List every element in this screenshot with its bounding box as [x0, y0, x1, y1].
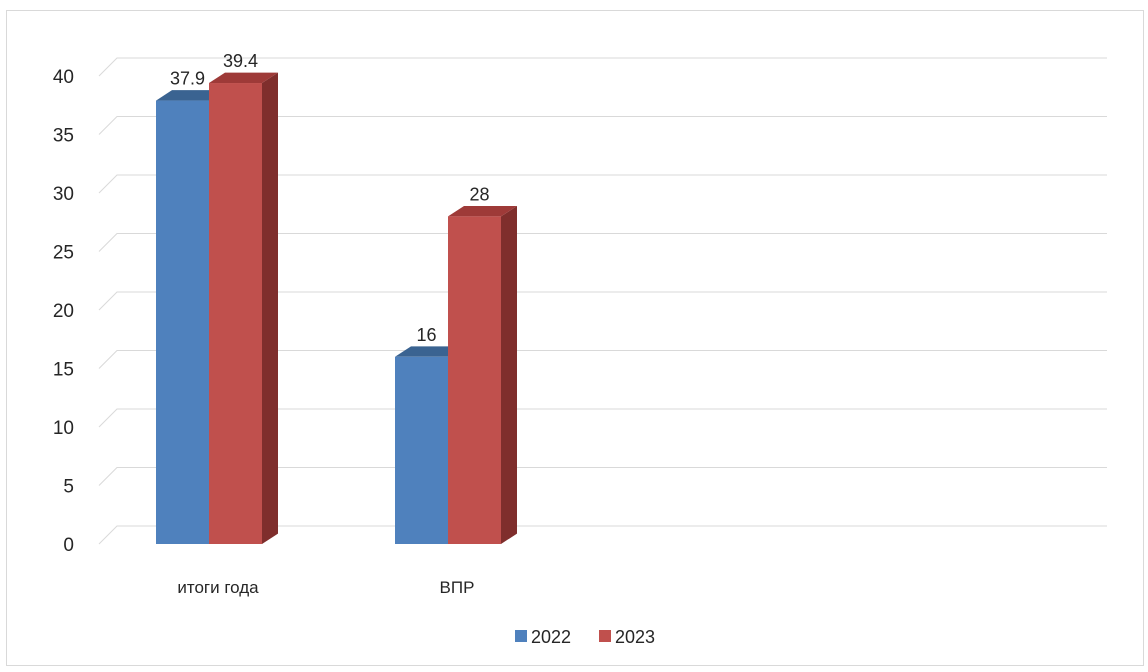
gridline: [98, 233, 1107, 252]
bar: [209, 72, 278, 545]
bar-front: [209, 83, 262, 545]
gridline: [98, 525, 1107, 545]
legend-label: 2022: [531, 627, 571, 647]
gridline: [98, 174, 1107, 194]
y-tick-label: 5: [63, 477, 74, 498]
data-label: 16: [416, 325, 436, 345]
bar-front: [395, 356, 448, 544]
y-tick-label: 30: [53, 184, 74, 205]
gridline: [98, 291, 1107, 311]
legend-swatch: [599, 630, 611, 642]
y-tick-label: 15: [53, 360, 74, 381]
y-tick-label: 40: [53, 67, 74, 88]
bar-front: [448, 216, 501, 544]
y-tick-label: 20: [53, 301, 74, 322]
data-label: 39.4: [223, 51, 258, 71]
gridline: [98, 408, 1107, 428]
bar-top: [448, 206, 517, 217]
legend-label: 2023: [615, 627, 655, 647]
y-tick-label: 10: [53, 418, 74, 439]
x-tick-label: итоги года: [177, 578, 259, 597]
gridline: [98, 467, 1107, 486]
data-label: 28: [469, 184, 489, 204]
x-axis: итоги года ВПР: [177, 578, 474, 597]
y-tick-label: 0: [63, 535, 74, 556]
bar-top: [156, 90, 225, 101]
bar-side: [501, 206, 517, 544]
bars: [156, 72, 517, 545]
data-labels: 37.9 39.4 16 28: [170, 51, 490, 345]
chart-frame: 0 5 10 15 20 25 30 35 40 37.9 39.4 16 28 итоги года…: [6, 10, 1144, 666]
y-axis: 0 5 10 15 20 25 30 35 40: [53, 67, 74, 556]
bar-front: [156, 100, 209, 544]
bar-top: [395, 346, 464, 357]
gridline: [98, 57, 1107, 77]
bar-chart: 0 5 10 15 20 25 30 35 40 37.9 39.4 16 28 итоги года…: [53, 51, 1107, 647]
legend: 2022 2023: [515, 627, 655, 647]
x-tick-label: ВПР: [440, 578, 475, 597]
bar: [448, 206, 517, 544]
gridlines: [98, 57, 1107, 545]
gridline: [98, 350, 1107, 369]
bar-side: [262, 72, 278, 544]
data-label: 37.9: [170, 69, 205, 89]
y-tick-label: 35: [53, 126, 74, 147]
legend-swatch: [515, 630, 527, 642]
legend-item: 2022: [515, 627, 571, 647]
gridline: [98, 116, 1107, 135]
bar-top: [209, 72, 278, 84]
y-tick-label: 25: [53, 243, 74, 264]
legend-item: 2023: [599, 627, 655, 647]
